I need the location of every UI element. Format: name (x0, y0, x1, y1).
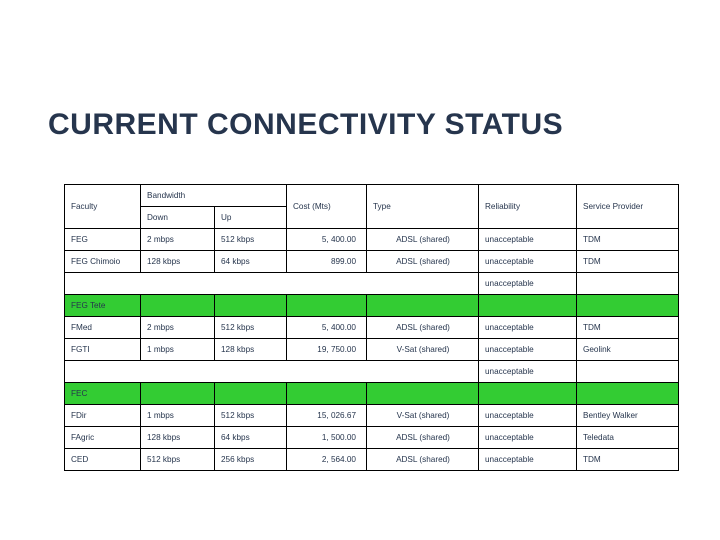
cell-provider: TDM (577, 251, 679, 273)
cell-faculty: FEG (65, 229, 141, 251)
table-row: FGTI 1 mbps 128 kbps 19, 750.00 V-Sat (s… (65, 339, 679, 361)
cell-reliability: unacceptable (479, 273, 577, 295)
cell-cost: 5, 400.00 (287, 229, 367, 251)
col-up: Up (215, 207, 287, 229)
cell-provider: TDM (577, 449, 679, 471)
cell-reliability: unacceptable (479, 229, 577, 251)
connectivity-table: Faculty Bandwidth Cost (Mts) Type Reliab… (64, 184, 679, 471)
cell-down: 1 mbps (141, 405, 215, 427)
cell-cost: 899.00 (287, 251, 367, 273)
cell-faculty: FAgric (65, 427, 141, 449)
cell-faculty: FEC (65, 383, 141, 405)
table-row-green: FEG Tete (65, 295, 679, 317)
col-reliability: Reliability (479, 185, 577, 229)
cell-type: ADSL (shared) (367, 251, 479, 273)
table-row: FEG Chimoio 128 kbps 64 kbps 899.00 ADSL… (65, 251, 679, 273)
col-down: Down (141, 207, 215, 229)
cell-reliability: unacceptable (479, 427, 577, 449)
cell-up: 64 kbps (215, 251, 287, 273)
col-faculty: Faculty (65, 185, 141, 229)
col-provider: Service Provider (577, 185, 679, 229)
col-type: Type (367, 185, 479, 229)
cell-up: 128 kbps (215, 339, 287, 361)
cell-down: 128 kbps (141, 251, 215, 273)
cell-up: 64 kbps (215, 427, 287, 449)
cell-type: V-Sat (shared) (367, 405, 479, 427)
table-row: CED 512 kbps 256 kbps 2, 564.00 ADSL (sh… (65, 449, 679, 471)
cell-cost: 19, 750.00 (287, 339, 367, 361)
cell-down: 128 kbps (141, 427, 215, 449)
cell-reliability: unacceptable (479, 339, 577, 361)
cell-down: 2 mbps (141, 229, 215, 251)
cell-up: 256 kbps (215, 449, 287, 471)
cell-type: ADSL (shared) (367, 317, 479, 339)
cell-type: ADSL (shared) (367, 229, 479, 251)
connectivity-table-wrapper: Faculty Bandwidth Cost (Mts) Type Reliab… (64, 184, 678, 471)
table-row: FAgric 128 kbps 64 kbps 1, 500.00 ADSL (… (65, 427, 679, 449)
cell-up: 512 kbps (215, 317, 287, 339)
cell-reliability: unacceptable (479, 317, 577, 339)
table-row-green: FEC (65, 383, 679, 405)
table-row: FEG 2 mbps 512 kbps 5, 400.00 ADSL (shar… (65, 229, 679, 251)
cell-up: 512 kbps (215, 405, 287, 427)
cell-faculty: FEG Chimoio (65, 251, 141, 273)
cell-provider: Teledata (577, 427, 679, 449)
table-row: FMed 2 mbps 512 kbps 5, 400.00 ADSL (sha… (65, 317, 679, 339)
cell-type: V-Sat (shared) (367, 339, 479, 361)
table-row-extra: unacceptable (65, 273, 679, 295)
cell-faculty: FEG Tete (65, 295, 141, 317)
cell-faculty: FDir (65, 405, 141, 427)
cell-provider: Geolink (577, 339, 679, 361)
cell-cost: 2, 564.00 (287, 449, 367, 471)
cell-provider: Bentley Walker (577, 405, 679, 427)
cell-down: 1 mbps (141, 339, 215, 361)
cell-provider: TDM (577, 317, 679, 339)
cell-faculty: FMed (65, 317, 141, 339)
cell-cost: 15, 026.67 (287, 405, 367, 427)
cell-faculty: FGTI (65, 339, 141, 361)
cell-reliability: unacceptable (479, 361, 577, 383)
slide-title: CURRENT CONNECTIVITY STATUS (48, 108, 563, 142)
cell-up: 512 kbps (215, 229, 287, 251)
table-row-extra: unacceptable (65, 361, 679, 383)
cell-cost: 5, 400.00 (287, 317, 367, 339)
table-header-row-1: Faculty Bandwidth Cost (Mts) Type Reliab… (65, 185, 679, 207)
cell-down: 2 mbps (141, 317, 215, 339)
cell-reliability: unacceptable (479, 449, 577, 471)
cell-type: ADSL (shared) (367, 427, 479, 449)
cell-type: ADSL (shared) (367, 449, 479, 471)
col-bandwidth: Bandwidth (141, 185, 287, 207)
cell-provider: TDM (577, 229, 679, 251)
table-row: FDir 1 mbps 512 kbps 15, 026.67 V-Sat (s… (65, 405, 679, 427)
cell-cost: 1, 500.00 (287, 427, 367, 449)
cell-reliability: unacceptable (479, 405, 577, 427)
cell-down: 512 kbps (141, 449, 215, 471)
cell-faculty: CED (65, 449, 141, 471)
col-cost: Cost (Mts) (287, 185, 367, 229)
cell-reliability: unacceptable (479, 251, 577, 273)
